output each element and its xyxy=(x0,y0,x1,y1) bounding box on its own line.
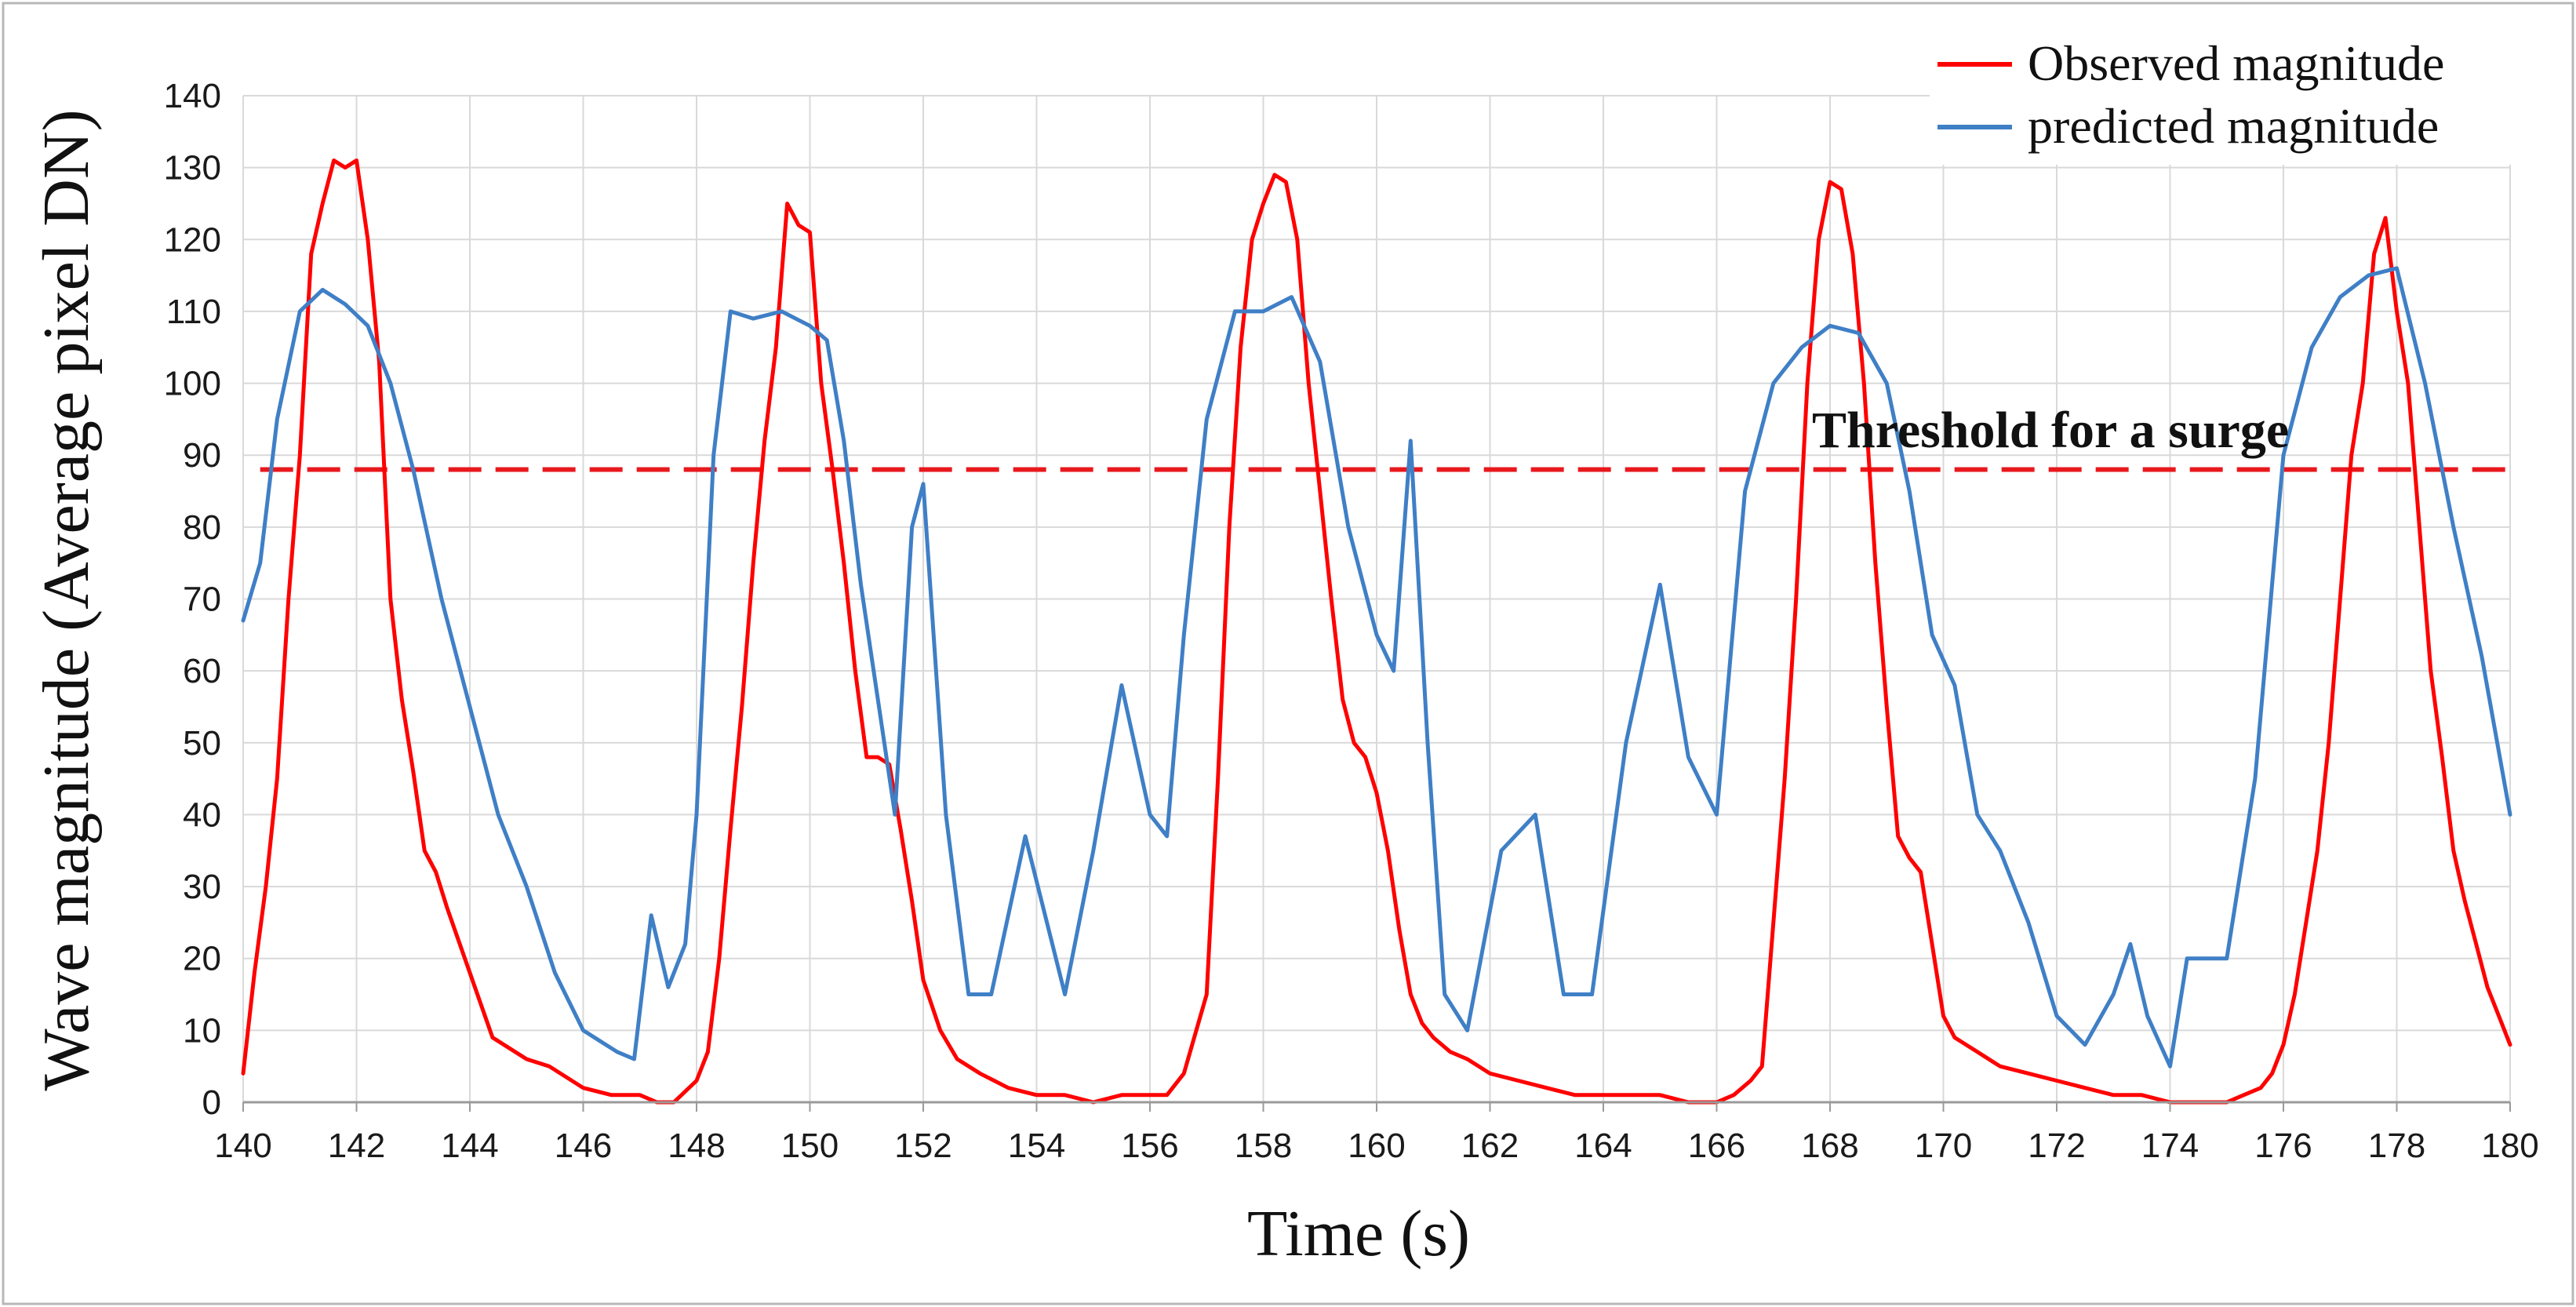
x-tick-label: 154 xyxy=(1008,1127,1065,1165)
y-tick-label: 20 xyxy=(183,940,221,978)
x-tick-label: 140 xyxy=(214,1127,271,1165)
y-tick-label: 90 xyxy=(183,436,221,475)
x-tick-label: 152 xyxy=(894,1127,951,1165)
x-tick-label: 170 xyxy=(1915,1127,1972,1165)
x-tick-label: 148 xyxy=(668,1127,725,1165)
y-tick-label: 70 xyxy=(183,581,221,619)
x-tick-label: 144 xyxy=(441,1127,498,1165)
y-tick-label: 0 xyxy=(202,1083,221,1122)
x-axis-title: Time (s) xyxy=(1247,1197,1470,1270)
y-tick-label: 130 xyxy=(164,149,221,187)
y-tick-label: 140 xyxy=(164,77,221,115)
axes: 0 10 20 30 40 50 60 70 80 90 100 110 120 130 140 140 142… xyxy=(164,77,2539,1165)
series-line-predicted-magnitude xyxy=(241,266,2512,1069)
y-tick-label: 120 xyxy=(164,220,221,259)
x-tick-label: 166 xyxy=(1688,1127,1745,1165)
legend-label-predicted: predicted magnitude xyxy=(2028,98,2439,154)
x-tick-label: 150 xyxy=(781,1127,839,1165)
y-tick-label: 40 xyxy=(183,795,221,834)
x-tick-label: 174 xyxy=(2141,1127,2199,1165)
x-tick-label: 176 xyxy=(2254,1127,2312,1165)
y-tick-label: 80 xyxy=(183,508,221,547)
x-tick-label: 178 xyxy=(2368,1127,2425,1165)
y-tick-label: 50 xyxy=(183,724,221,763)
x-tick-label: 162 xyxy=(1461,1127,1519,1165)
y-tick-label: 100 xyxy=(164,365,221,403)
legend-label-observed: Observed magnitude xyxy=(2028,35,2444,91)
x-tick-label: 172 xyxy=(2028,1127,2085,1165)
legend-background xyxy=(1930,24,2541,165)
x-tick-label: 142 xyxy=(328,1127,385,1165)
x-tick-label: 158 xyxy=(1235,1127,1292,1165)
y-tick-label: 30 xyxy=(183,868,221,906)
x-tick-label: 160 xyxy=(1348,1127,1405,1165)
y-axis-title: Wave magnitude (Average pixel DN) xyxy=(30,109,103,1090)
x-tick-label: 180 xyxy=(2481,1127,2538,1165)
x-tick-label: 156 xyxy=(1121,1127,1178,1165)
y-tick-label: 110 xyxy=(166,293,221,331)
threshold-annotation: Threshold for a surge xyxy=(1812,402,2289,459)
y-tick-label: 10 xyxy=(183,1011,221,1050)
grid xyxy=(242,95,2511,1103)
x-tick-label: 168 xyxy=(1801,1127,1858,1165)
y-tick-label: 60 xyxy=(183,652,221,690)
legend: Observed magnitude predicted magnitude xyxy=(1930,24,2541,165)
x-tick-label: 164 xyxy=(1574,1127,1632,1165)
x-tick-label: 146 xyxy=(555,1127,612,1165)
